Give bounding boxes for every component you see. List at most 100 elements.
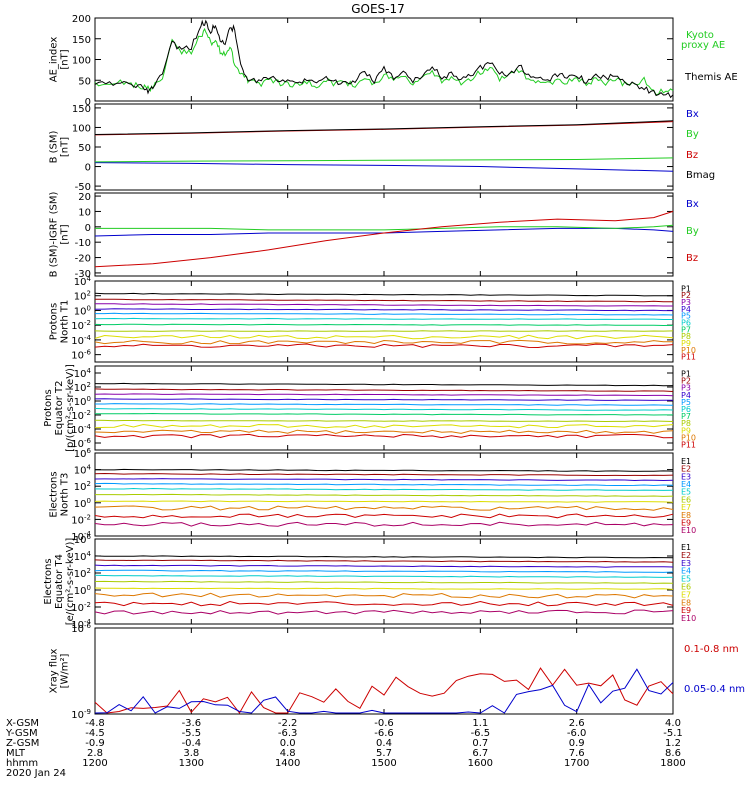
legend-p7: P7 [681,412,691,421]
y-tick-label: 150 [72,104,91,115]
legend-e1: E1 [681,457,691,466]
series-line-e10 [94,521,674,527]
legend-p1: P1 [681,284,691,293]
legend-e10: E10 [681,526,696,535]
x-row-value: 8.6 [665,748,681,759]
x-row-label: hhmm [6,758,38,769]
legend-p2: P2 [681,377,691,386]
y-axis-label: Xray flux [49,649,60,694]
series-line-e7 [94,500,674,503]
x-row-value: 2.6 [569,718,585,729]
series-line-e5 [94,487,674,491]
series-line-p8 [94,419,674,423]
y-tick-label: 20 [78,192,91,203]
x-row-value: -6.6 [374,728,394,739]
x-row-value: 6.7 [472,748,488,759]
panel-3: -30 -20 -10 0 10 20 B (SM)-IGRF (SM) [nT] Bx By Bz [49,192,699,280]
legend-kyoto: Kyoto [686,30,714,41]
x-row-value: 1.1 [472,718,488,729]
x-date-label: 2020 Jan 24 [6,768,66,779]
x-row-value: 1200 [82,758,107,769]
series-line-e8 [94,592,674,599]
series-line-p8 [94,330,674,332]
legend-p3: P3 [681,298,691,307]
legend-p11: P11 [681,353,696,362]
series-line-p7 [94,412,673,416]
legend-e3: E3 [681,472,691,481]
x-row-value: 4.0 [665,718,681,729]
legend-e8: E8 [681,598,691,607]
x-row-label: Z-GSM [6,738,39,749]
x-row-value: 4.8 [280,748,296,759]
y-axis-label: [nT] [60,49,71,69]
y-tick-label: 10-6 [71,622,91,635]
legend-p3: P3 [681,384,691,393]
legend-e1: E1 [681,543,691,552]
y-tick-label: 106 [74,447,92,460]
y-tick-label: 100 [74,584,91,597]
series-line-p10 [94,429,674,435]
y-tick-label: 0 [85,97,91,108]
y-axis-label: [nT] [60,224,71,244]
legend-p5: P5 [681,312,691,321]
y-tick-label: 50 [78,76,91,87]
series-line-e9 [94,513,674,519]
series-line-e2 [94,559,674,563]
x-row-value: 5.7 [376,748,392,759]
x-row-value: -5.1 [663,728,683,739]
series-line-e5 [94,574,674,578]
x-row-value: 1600 [468,758,493,769]
legend-by: By [686,226,699,237]
series-line-e4 [94,569,674,573]
legend-e6: E6 [681,495,691,504]
x-row-value: -0.6 [374,718,394,729]
y-axis-label: B (SM) [49,130,60,163]
y-tick-label: 100 [72,123,91,134]
y-tick-label: 104 [74,367,92,380]
series-line-e10 [94,609,674,615]
series-line-bz [94,210,674,268]
panel-frame [94,627,674,715]
series-line-e1 [94,468,674,472]
y-tick-label: -50 [75,182,91,193]
series-line-p4 [94,398,674,401]
panel-frame [94,280,674,363]
y-tick-label: 100 [72,56,91,67]
x-row-value: 0.9 [569,738,585,749]
legend-p10: P10 [681,433,696,442]
legend-p5: P5 [681,398,691,407]
legend-e7: E7 [681,590,691,599]
legend-e7: E7 [681,503,691,512]
y-tick-label: 100 [74,497,91,510]
x-row-value: 0.0 [280,738,296,749]
series-line-e9 [94,600,674,607]
y-tick-label: 104 [74,464,92,477]
series-line-p11 [94,433,674,439]
x-row-value: -6.0 [567,728,587,739]
series-line-e1 [94,555,674,559]
legend-p9: P9 [681,339,691,348]
legend-p11: P11 [681,440,696,449]
x-row-value: 3.8 [183,748,199,759]
series-line-p7 [94,323,674,327]
y-axis-label: B (SM)-IGRF (SM) [49,192,60,278]
series-line-e6 [95,493,674,497]
y-tick-label: 106 [74,533,92,546]
x-row-value: -5.5 [182,728,202,739]
legend-0-05-0-4-nm: 0.05-0.4 nm [684,684,745,695]
legend-p8: P8 [681,332,691,341]
y-tick-label: 50 [78,143,91,154]
panel-frame [94,103,674,191]
legend-p7: P7 [681,325,691,334]
y-axis-label: Electrons [43,558,54,604]
series-line-p3 [94,393,674,397]
panel-frame [94,17,674,102]
series-line-p6 [94,408,674,411]
y-tick-label: 100 [74,395,91,408]
series-line-bx [94,162,674,172]
series-line-by [95,224,674,231]
legend-e3: E3 [681,559,691,568]
legend-p2: P2 [681,291,691,300]
